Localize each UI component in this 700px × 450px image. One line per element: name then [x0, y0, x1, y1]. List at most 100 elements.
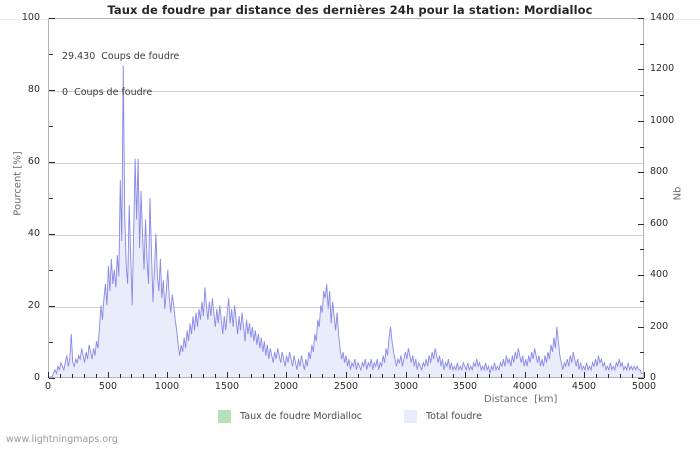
x-tick-4500: [584, 372, 585, 378]
x-tick-3500: [465, 372, 466, 378]
x-tick-2900: [394, 374, 395, 378]
x-tick-2500: [346, 372, 347, 378]
x-tick-3200: [429, 374, 430, 378]
x-tick-2800: [382, 374, 383, 378]
x-tick-label-2500: 2500: [333, 381, 359, 392]
y-tick-right-1300: [640, 44, 644, 45]
y-tick-left-80: [49, 90, 55, 91]
x-tick-3600: [477, 374, 478, 378]
y-tick-right-600: [638, 224, 644, 225]
x-tick-4400: [572, 374, 573, 378]
x-tick-3300: [441, 374, 442, 378]
y-tick-left-70: [49, 126, 53, 127]
legend-swatch-0: [218, 410, 232, 423]
y-tick-label-left-80: 80: [27, 84, 40, 95]
x-tick-label-4000: 4000: [512, 381, 538, 392]
gridline-y-20: [49, 307, 643, 308]
x-tick-4700: [608, 374, 609, 378]
y-tick-label-right-1200: 1200: [650, 63, 675, 74]
x-tick-2400: [334, 374, 335, 378]
gridline-y-60: [49, 163, 643, 164]
x-tick-label-1000: 1000: [154, 381, 180, 392]
x-tick-4800: [620, 374, 621, 378]
page-title: Taux de foudre par distance des dernière…: [107, 3, 593, 17]
y-tick-label-left-60: 60: [27, 156, 40, 167]
x-tick-1600: [239, 374, 240, 378]
y-axis-title-left: Pourcent [%]: [12, 151, 24, 216]
x-tick-2700: [370, 374, 371, 378]
x-tick-label-3500: 3500: [452, 381, 478, 392]
x-tick-label-5000: 5000: [631, 381, 657, 392]
x-tick-label-1500: 1500: [214, 381, 240, 392]
x-tick-1400: [215, 374, 216, 378]
x-axis-title: Distance [km]: [484, 394, 558, 405]
y-tick-label-right-400: 400: [650, 269, 669, 280]
x-tick-4100: [537, 374, 538, 378]
y-tick-label-left-20: 20: [27, 300, 40, 311]
plot-area: [48, 18, 644, 378]
x-tick-1700: [251, 374, 252, 378]
x-tick-2600: [358, 374, 359, 378]
series-line: [49, 66, 643, 377]
y-tick-left-30: [49, 270, 53, 271]
legend-label-1: Total foudre: [425, 411, 482, 422]
annotation-line-1: 29.430 Coups de foudre: [62, 51, 180, 62]
x-tick-3700: [489, 374, 490, 378]
y-tick-right-1000: [638, 121, 644, 122]
x-tick-1300: [203, 374, 204, 378]
y-tick-left-90: [49, 54, 53, 55]
gridline-y-80: [49, 91, 643, 92]
y-tick-right-0: [638, 378, 644, 379]
x-tick-1500: [227, 372, 228, 378]
y-tick-label-right-800: 800: [650, 166, 669, 177]
y-tick-left-60: [49, 162, 55, 163]
x-tick-label-2000: 2000: [273, 381, 299, 392]
y-tick-label-left-40: 40: [27, 228, 40, 239]
x-tick-600: [120, 374, 121, 378]
x-tick-label-4500: 4500: [571, 381, 597, 392]
y-tick-label-right-0: 0: [650, 372, 657, 383]
x-tick-0: [48, 372, 49, 378]
x-tick-500: [108, 372, 109, 378]
series-fill-area: [49, 65, 643, 377]
x-tick-1200: [191, 374, 192, 378]
legend-item-0[interactable]: Taux de foudre Mordialloc: [218, 410, 362, 423]
x-tick-1900: [274, 374, 275, 378]
y-tick-right-800: [638, 172, 644, 173]
footer-url: www.lightningmaps.org: [6, 434, 118, 445]
x-tick-1000: [167, 372, 168, 378]
x-tick-label-0: 0: [44, 381, 52, 392]
x-tick-200: [72, 374, 73, 378]
y-tick-right-1400: [638, 18, 644, 19]
y-tick-right-200: [638, 327, 644, 328]
x-tick-100: [60, 374, 61, 378]
x-tick-2200: [310, 374, 311, 378]
y-tick-left-20: [49, 306, 55, 307]
x-tick-1800: [263, 374, 264, 378]
x-tick-2100: [298, 374, 299, 378]
y-tick-right-500: [640, 249, 644, 250]
x-tick-2000: [286, 372, 287, 378]
x-tick-3800: [501, 374, 502, 378]
x-tick-3400: [453, 374, 454, 378]
chart-legend: Taux de foudre Mordialloc Total foudre: [0, 410, 700, 423]
x-tick-label-500: 500: [98, 381, 118, 392]
x-tick-300: [84, 374, 85, 378]
x-tick-700: [131, 374, 132, 378]
x-tick-1100: [179, 374, 180, 378]
x-tick-4900: [632, 374, 633, 378]
legend-label-0: Taux de foudre Mordialloc: [240, 411, 362, 422]
legend-swatch-1: [403, 410, 417, 423]
y-tick-label-right-200: 200: [650, 321, 669, 332]
legend-item-1[interactable]: Total foudre: [403, 410, 482, 423]
annotation-line-2: 0 Coups de foudre: [62, 87, 153, 98]
x-tick-3900: [513, 374, 514, 378]
x-tick-4000: [525, 372, 526, 378]
y-tick-right-100: [640, 352, 644, 353]
series-total-foudre: [49, 19, 643, 377]
x-tick-400: [96, 374, 97, 378]
y-tick-right-900: [640, 147, 644, 148]
y-tick-right-300: [640, 301, 644, 302]
x-tick-4200: [549, 374, 550, 378]
